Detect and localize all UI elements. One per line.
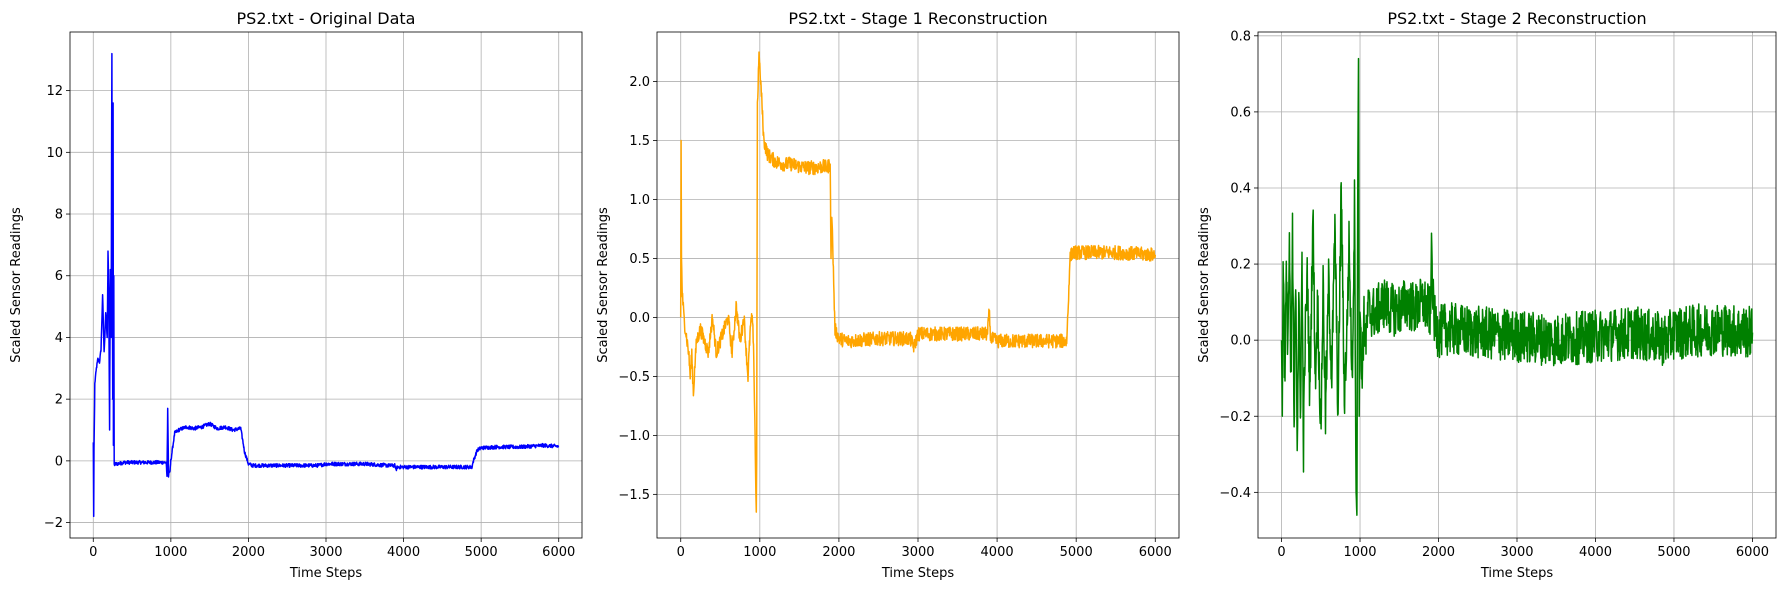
x-tick-label: 1000 xyxy=(154,545,187,560)
x-tick-label: 3000 xyxy=(1500,545,1533,560)
x-tick-label: 1000 xyxy=(1343,545,1376,560)
x-tick-label: 2000 xyxy=(822,545,855,560)
series-line-1 xyxy=(92,52,560,518)
y-tick-label: −0.2 xyxy=(1219,410,1251,425)
y-tick-label: 0.5 xyxy=(629,252,650,267)
y-tick-label: 1.5 xyxy=(629,134,650,149)
x-tick-label: 1000 xyxy=(743,545,776,560)
y-tick-label: −0.5 xyxy=(618,370,650,385)
y-tick-label: −1.0 xyxy=(618,429,650,444)
y-tick-label: 0.0 xyxy=(629,311,650,326)
x-axis-label: Time Steps xyxy=(1480,566,1554,581)
x-tick-label: 6000 xyxy=(1139,545,1172,560)
y-tick-label: 2 xyxy=(55,393,63,408)
x-axis-label: Time Steps xyxy=(289,566,363,581)
y-tick-label: 0.6 xyxy=(1230,105,1251,120)
series-line-1 xyxy=(679,51,1157,513)
x-tick-label: 4000 xyxy=(981,545,1014,560)
chart-panel-1: 0 1000 2000 3000 4000 5000 6000 −2 0 2 4 6 8 10 12 PS2.… xyxy=(9,9,583,581)
x-tick-label: 5000 xyxy=(1060,545,1093,560)
x-tick-label: 6000 xyxy=(1736,545,1769,560)
y-tick-label: 8 xyxy=(55,208,63,223)
y-tick-label: 0.8 xyxy=(1230,29,1251,44)
chart-title: PS2.txt - Original Data xyxy=(237,9,416,28)
x-tick-label: 5000 xyxy=(465,545,498,560)
x-tick-label: 3000 xyxy=(309,545,342,560)
y-tick-label: 6 xyxy=(55,269,63,284)
y-tick-label: 0.2 xyxy=(1230,258,1251,273)
y-tick-label: −2 xyxy=(44,516,63,531)
y-tick-label: 4 xyxy=(55,331,63,346)
x-tick-label: 0 xyxy=(89,545,97,560)
chart-title: PS2.txt - Stage 2 Reconstruction xyxy=(1387,9,1646,28)
chart-title: PS2.txt - Stage 1 Reconstruction xyxy=(788,9,1047,28)
x-tick-label: 2000 xyxy=(1422,545,1455,560)
y-tick-label: 12 xyxy=(46,84,63,99)
x-tick-label: 3000 xyxy=(901,545,934,560)
y-tick-label: 0.0 xyxy=(1230,334,1251,349)
x-tick-label: 4000 xyxy=(387,545,420,560)
x-tick-label: 0 xyxy=(677,545,685,560)
y-axis-label: Scaled Sensor Readings xyxy=(596,207,611,363)
y-tick-label: 10 xyxy=(46,146,63,161)
y-axis-label: Scaled Sensor Readings xyxy=(1197,207,1212,363)
y-tick-label: −0.4 xyxy=(1219,486,1251,501)
y-tick-label: 0.4 xyxy=(1230,181,1251,196)
y-tick-label: −1.5 xyxy=(618,488,650,503)
x-tick-label: 2000 xyxy=(232,545,265,560)
x-tick-label: 4000 xyxy=(1579,545,1612,560)
x-tick-label: 5000 xyxy=(1657,545,1690,560)
chart-panel-3: 0 1000 2000 3000 4000 5000 6000 −0.4 −0.2 0.0 0.2 0… xyxy=(1197,9,1777,581)
chart-panel-2: 0 1000 2000 3000 4000 5000 6000 −1.5 −1.0 −0.5 0.0… xyxy=(596,9,1180,581)
x-axis-label: Time Steps xyxy=(881,566,955,581)
series-line-1 xyxy=(1280,57,1754,516)
x-tick-label: 6000 xyxy=(542,545,575,560)
y-tick-label: 1.0 xyxy=(629,193,650,208)
y-tick-label: 0 xyxy=(55,454,63,469)
y-tick-label: 2.0 xyxy=(629,75,650,90)
x-tick-label: 0 xyxy=(1277,545,1285,560)
y-axis-label: Scaled Sensor Readings xyxy=(9,207,24,363)
